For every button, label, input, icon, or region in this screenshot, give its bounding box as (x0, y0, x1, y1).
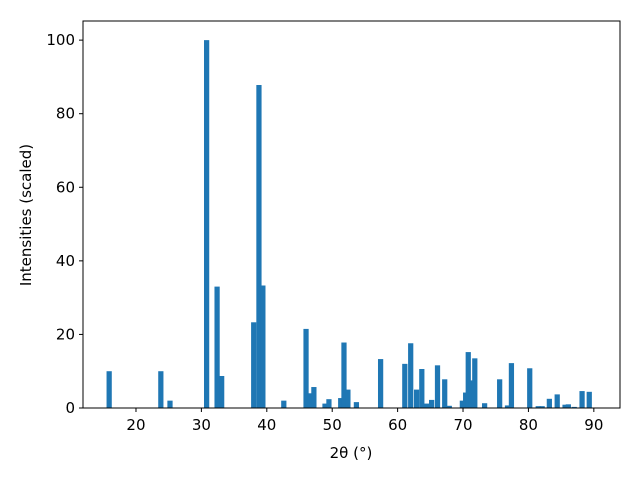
bar (413, 389, 420, 408)
bar (219, 375, 225, 408)
bar (256, 85, 262, 408)
bar (579, 391, 585, 408)
bar (562, 404, 568, 408)
bar (527, 368, 533, 408)
bar (260, 285, 266, 408)
x-tick-label: 30 (192, 416, 211, 434)
y-tick-label: 80 (56, 105, 75, 123)
x-tick-label: 50 (323, 416, 342, 434)
bar (281, 400, 287, 408)
bar (442, 379, 448, 408)
y-tick-label: 0 (65, 399, 75, 417)
bar (345, 389, 351, 408)
bar (326, 399, 332, 408)
y-axis-label: Intensities (scaled) (17, 144, 35, 286)
bar (251, 322, 257, 408)
x-tick-label: 40 (257, 416, 276, 434)
x-tick-label: 60 (388, 416, 407, 434)
x-tick-label: 90 (584, 416, 603, 434)
bar (377, 359, 384, 408)
plot-frame (82, 20, 621, 409)
bar (429, 399, 435, 408)
bar (472, 358, 478, 408)
bar (571, 406, 577, 408)
bar (402, 363, 408, 408)
y-tick-label: 40 (56, 252, 75, 270)
bar (307, 393, 313, 408)
bar (158, 371, 164, 408)
bar (204, 40, 210, 409)
bar (167, 400, 173, 408)
y-tick-label: 60 (56, 178, 75, 196)
bar (465, 352, 471, 408)
bar (508, 363, 515, 408)
bar (338, 398, 344, 408)
x-tick-label: 70 (453, 416, 472, 434)
bar (481, 403, 488, 408)
x-axis-label: 2θ (°) (330, 444, 373, 462)
bar (586, 391, 592, 408)
y-tick-label: 20 (56, 325, 75, 343)
y-tick-label: 100 (46, 31, 75, 49)
bar (468, 380, 475, 408)
bar (546, 398, 552, 408)
x-tick-label: 20 (126, 416, 145, 434)
bar (504, 405, 511, 408)
bar (423, 403, 430, 408)
bar (353, 402, 360, 408)
bar (419, 369, 425, 408)
bar (434, 365, 441, 408)
x-tick-label: 80 (519, 416, 538, 434)
bar (214, 286, 220, 408)
bar (341, 342, 347, 408)
bar (459, 400, 465, 408)
bar (311, 387, 317, 408)
bar (497, 379, 503, 408)
bar (539, 406, 545, 408)
bar (106, 371, 112, 408)
bar (554, 394, 560, 408)
bar (565, 404, 571, 408)
bar (408, 343, 414, 408)
bar (535, 406, 541, 408)
bar (303, 328, 309, 408)
bar (322, 403, 328, 408)
bar (446, 405, 452, 408)
